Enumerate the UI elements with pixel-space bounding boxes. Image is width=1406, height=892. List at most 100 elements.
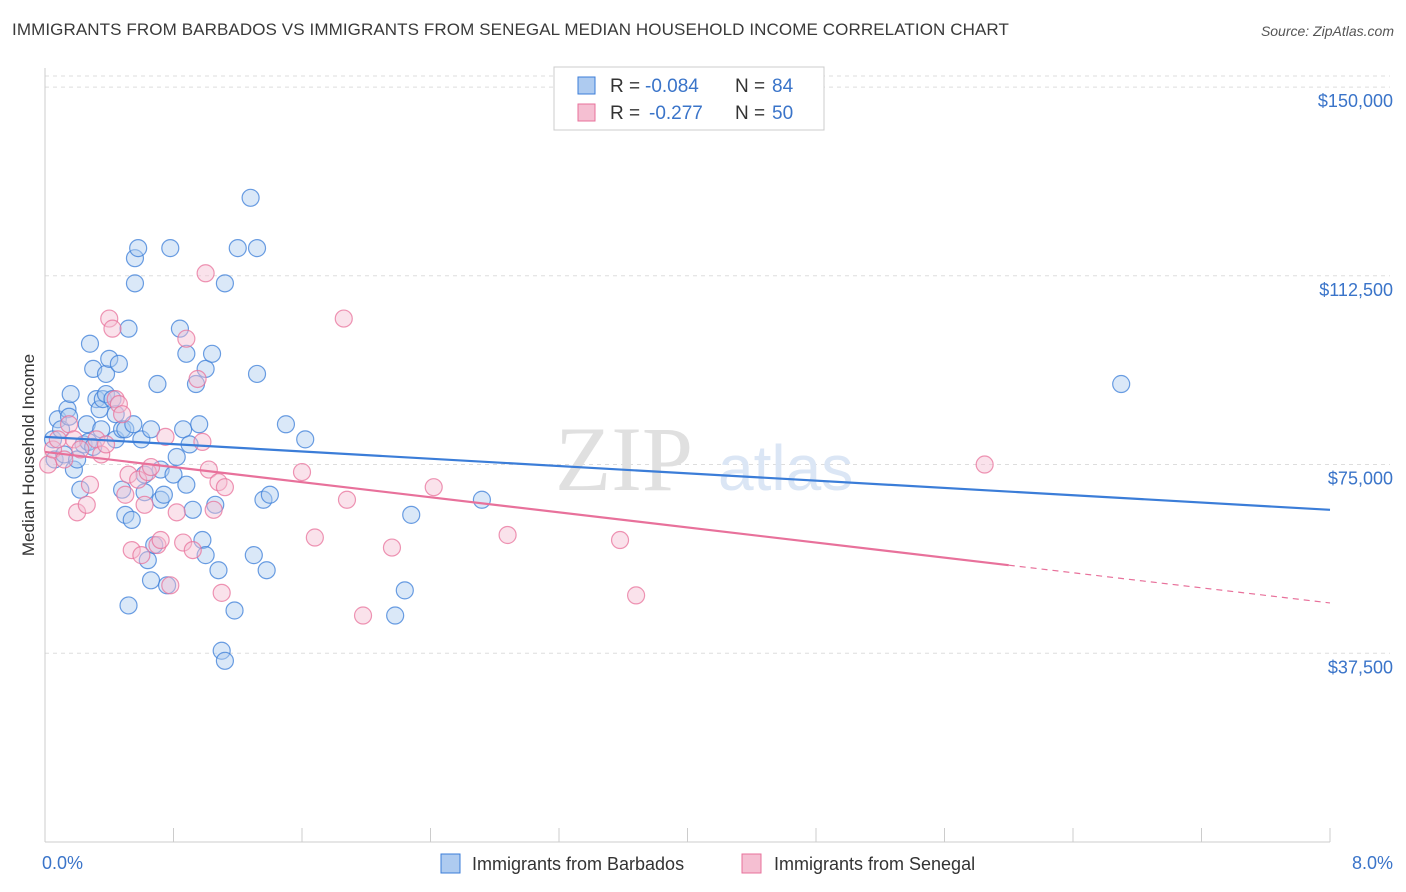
y-tick-label-1: $75,000 — [1328, 469, 1393, 489]
senegal-point-12 — [96, 435, 116, 454]
senegal-point-35 — [193, 432, 212, 451]
legend-n-label-barbados: N = — [735, 76, 765, 97]
barbados-point-53 — [167, 447, 186, 467]
barbados-point-78 — [257, 561, 276, 580]
barbados-point-69 — [215, 651, 234, 670]
barbados-point-34 — [122, 510, 141, 529]
senegal-point-18 — [116, 485, 135, 504]
senegal-point-45 — [337, 490, 357, 509]
barbados-point-59 — [183, 500, 202, 519]
barbados-point-14 — [80, 334, 100, 353]
senegal-point-26 — [148, 535, 167, 555]
senegal-point-7 — [71, 440, 90, 459]
senegal-point-2 — [48, 430, 67, 449]
y-tick-label-3: $150,000 — [1318, 91, 1393, 111]
senegal-point-30 — [167, 503, 186, 522]
barbados-point-22 — [96, 364, 116, 384]
barbados-point-23 — [100, 349, 119, 368]
legend-r-label-senegal: R = — [610, 103, 640, 124]
stats-legend: R = -0.084 N = 84 R = -0.277 N = 50 — [553, 66, 825, 131]
barbados-point-29 — [112, 480, 132, 499]
barbados-point-49 — [154, 485, 173, 504]
senegal-point-50 — [610, 530, 630, 550]
barbados-point-83 — [395, 581, 414, 600]
senegal-point-15 — [106, 390, 125, 409]
barbados-point-68 — [212, 641, 231, 660]
barbados-point-46 — [148, 374, 167, 394]
senegal-point-4 — [59, 415, 79, 434]
senegal-point-29 — [161, 576, 180, 595]
barbados-point-81 — [296, 430, 315, 449]
series-legend-swatch-senegal — [741, 853, 762, 874]
senegal-trend-extension — [1008, 564, 1331, 604]
senegal-point-19 — [119, 465, 138, 484]
barbados-point-72 — [228, 239, 247, 258]
senegal-point-14 — [103, 319, 122, 338]
legend-swatch-barbados — [577, 76, 596, 95]
barbados-point-84 — [402, 505, 421, 524]
grid-lines — [45, 75, 1390, 654]
senegal-trend-line — [44, 450, 1009, 567]
senegal-point-21 — [129, 470, 148, 489]
barbados-point-61 — [190, 415, 209, 434]
x-tick-label-0: 0.0% — [42, 853, 83, 873]
y-tick-label-2: $112,500 — [1319, 280, 1393, 300]
senegal-point-32 — [177, 329, 196, 348]
series-legend-label-barbados: Immigrants from Barbados — [472, 854, 684, 874]
senegal-point-31 — [174, 533, 193, 552]
barbados-point-17 — [87, 390, 106, 409]
barbados-point-5 — [58, 400, 77, 419]
barbados-point-6 — [59, 407, 79, 426]
barbados-point-73 — [241, 188, 260, 207]
legend-n-value-barbados: 84 — [772, 76, 794, 97]
chart-title: IMMIGRANTS FROM BARBADOS VS IMMIGRANTS F… — [12, 20, 1009, 39]
series-legend: Immigrants from Barbados Immigrants from… — [440, 853, 975, 874]
senegal-point-36 — [196, 264, 215, 283]
barbados-point-27 — [109, 354, 128, 373]
barbados-point-79 — [260, 485, 279, 504]
barbados-point-26 — [106, 405, 125, 424]
senegal-point-16 — [109, 395, 128, 414]
barbados-point-37 — [125, 274, 145, 293]
senegal-point-51 — [626, 586, 646, 605]
barbados-point-36 — [125, 249, 145, 268]
barbados-trend-line — [44, 435, 1331, 511]
senegal-point-44 — [334, 309, 353, 328]
barbados-point-54 — [170, 319, 190, 338]
senegal-point-20 — [122, 540, 141, 560]
senegal-point-8 — [77, 495, 96, 514]
senegal-point-47 — [382, 538, 402, 557]
barbados-point-67 — [209, 561, 228, 580]
barbados-point-38 — [129, 239, 148, 258]
source-attribution: Source: ZipAtlas.com — [1260, 23, 1394, 39]
senegal-point-25 — [141, 457, 161, 477]
axes — [44, 68, 1331, 843]
barbados-point-71 — [225, 601, 244, 620]
barbados-point-82 — [386, 606, 405, 625]
y-axis-label: Median Household Income — [19, 354, 38, 556]
x-tick-labels: 0.0% 8.0% — [42, 853, 1393, 873]
legend-swatch-senegal — [577, 103, 596, 122]
y-tick-label-0: $37,500 — [1328, 657, 1393, 677]
barbados-point-56 — [177, 475, 196, 494]
senegal-point-22 — [132, 546, 151, 565]
barbados-point-12 — [77, 415, 96, 434]
senegal-point-28 — [156, 427, 175, 446]
y-tick-labels: $37,500 $75,000 $112,500 $150,000 — [1318, 91, 1393, 677]
senegal-point-46 — [353, 606, 373, 625]
x-tick-label-1: 8.0% — [1352, 853, 1393, 873]
stats-legend-box — [553, 66, 825, 131]
barbados-point-10 — [71, 480, 90, 499]
senegal-point-48 — [424, 478, 443, 497]
senegal-point-23 — [135, 495, 154, 514]
data-points — [39, 188, 1131, 670]
legend-r-label-barbados: R = — [610, 76, 640, 97]
barbados-point-74 — [244, 546, 263, 565]
senegal-point-38 — [204, 500, 223, 519]
legend-r-value-senegal: -0.277 — [649, 103, 703, 124]
senegal-point-33 — [183, 540, 202, 560]
barbados-point-7 — [61, 384, 80, 404]
senegal-point-17 — [112, 405, 132, 424]
senegal-point-13 — [100, 309, 119, 328]
